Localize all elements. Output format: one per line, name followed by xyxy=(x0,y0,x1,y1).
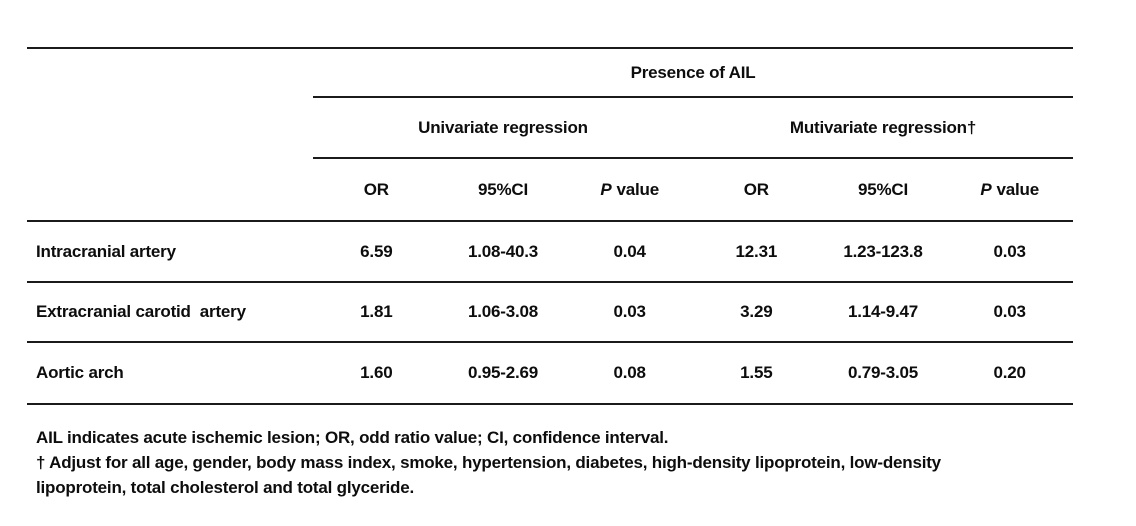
table-row: Aortic arch 1.60 0.95-2.69 0.08 1.55 0.7… xyxy=(27,343,1073,405)
col-header-or-multi: OR xyxy=(743,179,769,199)
col-header-spacer xyxy=(27,159,313,220)
cell-value: 1.06-3.08 xyxy=(467,302,539,321)
cell-value: 0.08 xyxy=(613,363,646,382)
p-value-label: value xyxy=(616,179,659,199)
row-label: Extracranial carotid artery xyxy=(36,302,246,321)
p-value-label: value xyxy=(996,179,1039,199)
cell-value: 1.60 xyxy=(360,363,393,382)
footnote-dagger-line1: † Adjust for all age, gender, body mass … xyxy=(36,453,941,472)
cell-value: 0.79-3.05 xyxy=(847,363,919,382)
spanner-presence-of-ail: Presence of AIL xyxy=(313,49,1073,98)
group-header-row: Univariate regression Mutivariate regres… xyxy=(27,98,1073,159)
spanner-row: Presence of AIL xyxy=(27,49,1073,98)
cell-value: 3.29 xyxy=(740,302,773,321)
col-header-or-uni: OR xyxy=(363,179,389,199)
cell-value: 1.23-123.8 xyxy=(843,241,923,261)
cell-value: 0.95-2.69 xyxy=(467,363,539,382)
col-header-ci-uni: 95%CI xyxy=(477,179,528,199)
col-header-ci-multi: 95%CI xyxy=(857,179,908,199)
cell-value: 0.03 xyxy=(993,302,1026,321)
regression-table: Presence of AIL Univariate regression Mu… xyxy=(27,47,1073,405)
cell-value: 0.20 xyxy=(993,363,1026,382)
row-label: Aortic arch xyxy=(36,363,124,382)
footnotes: AIL indicates acute ischemic lesion; OR,… xyxy=(36,425,941,500)
footnote-abbreviations: AIL indicates acute ischemic lesion; OR,… xyxy=(36,428,669,447)
row-label: Intracranial artery xyxy=(36,241,176,261)
col-header-pvalue-uni: P value xyxy=(566,159,693,220)
cell-value: 1.14-9.47 xyxy=(847,302,919,321)
column-header-row: OR 95%CI P value OR 95%CI P value xyxy=(27,159,1073,222)
cell-value: 1.81 xyxy=(360,302,393,321)
cell-value: 6.59 xyxy=(360,241,393,261)
footnote-dagger-line2: lipoprotein, total cholesterol and total… xyxy=(36,478,415,497)
p-italic: P xyxy=(980,179,992,199)
col-header-pvalue-multi: P value xyxy=(946,159,1073,220)
table-row: Intracranial artery 6.59 1.08-40.3 0.04 … xyxy=(27,222,1073,283)
cell-value: 1.08-40.3 xyxy=(467,241,539,261)
group-header-multivariate: Mutivariate regression† xyxy=(693,98,1073,159)
cell-value: 1.55 xyxy=(740,363,773,382)
cell-value: 0.04 xyxy=(613,241,646,261)
cell-value: 0.03 xyxy=(613,302,646,321)
cell-value: 12.31 xyxy=(735,241,778,261)
p-italic: P xyxy=(600,179,612,199)
table-row: Extracranial carotid artery 1.81 1.06-3.… xyxy=(27,283,1073,343)
cell-value: 0.03 xyxy=(993,241,1026,261)
group-header-univariate: Univariate regression xyxy=(313,98,693,159)
